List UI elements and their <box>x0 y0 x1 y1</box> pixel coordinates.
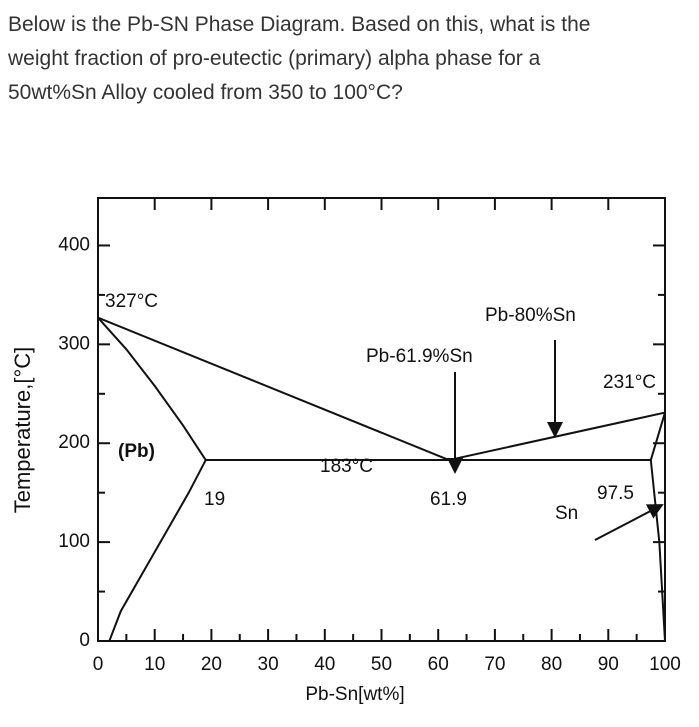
x-tick-label: 10 <box>144 654 165 675</box>
x-tick-label: 20 <box>201 654 222 675</box>
x-tick-label: 80 <box>541 654 562 675</box>
annotation: Pb-61.9%Sn <box>366 346 473 367</box>
annotation: 19 <box>204 489 225 510</box>
x-tick-label: 40 <box>314 654 335 675</box>
x-tick-label: 30 <box>258 654 279 675</box>
x-tick-label: 100 <box>649 654 681 675</box>
y-tick-label: 0 <box>79 630 90 651</box>
plot-frame <box>97 197 666 642</box>
annotation: 231°C <box>603 372 656 393</box>
y-tick-label: 400 <box>58 234 90 255</box>
annotation: Pb-80%Sn <box>485 305 576 326</box>
x-tick-label: 0 <box>93 654 104 675</box>
phase-boundary <box>97 316 207 461</box>
x-axis-label: Pb-Sn[wt%] <box>305 684 404 705</box>
x-tick-label: 50 <box>371 654 392 675</box>
annotation: Sn <box>555 503 578 524</box>
y-tick-label: 300 <box>58 333 90 354</box>
y-tick-label: 100 <box>58 531 90 552</box>
y-axis-label: Temperature,[°C] <box>10 347 35 514</box>
phase-boundary <box>649 412 666 461</box>
question-text: Below is the Pb-SN Phase Diagram. Based … <box>8 13 591 104</box>
phase-boundary <box>649 459 666 642</box>
annotation: (Pb) <box>118 441 155 462</box>
arrow <box>594 504 664 541</box>
y-tick-label: 200 <box>58 432 90 453</box>
phase-boundary <box>448 411 666 462</box>
phase-boundary <box>97 316 450 461</box>
annotation: 97.5 <box>597 483 634 504</box>
annotation: 327°C <box>105 291 158 312</box>
x-tick-label: 60 <box>428 654 449 675</box>
x-tick-label: 90 <box>598 654 619 675</box>
annotation: 183°C <box>320 456 373 477</box>
x-tick-label: 70 <box>484 654 505 675</box>
annotation: 61.9 <box>430 489 467 510</box>
phase-boundary <box>108 459 207 642</box>
